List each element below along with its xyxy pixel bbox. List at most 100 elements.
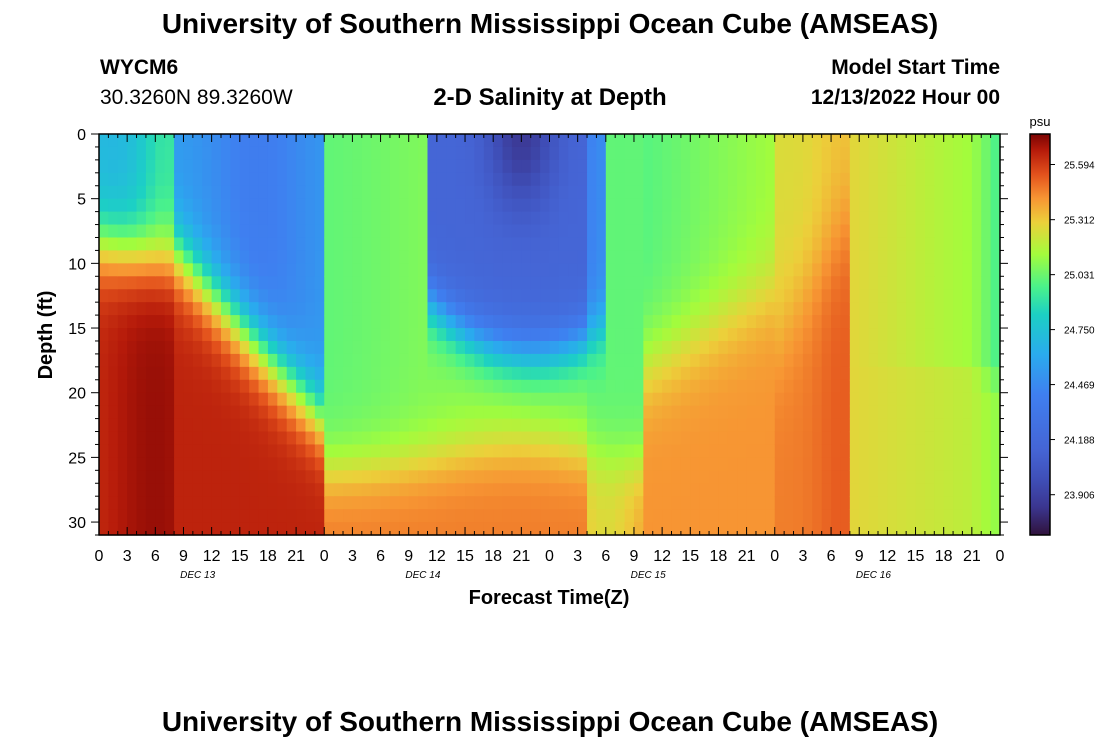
heatmap-cell bbox=[474, 315, 485, 329]
heatmap-cell bbox=[511, 185, 522, 200]
heatmap-cell bbox=[277, 483, 288, 497]
heatmap-cell bbox=[314, 134, 325, 148]
heatmap-cell bbox=[962, 289, 973, 303]
heatmap-cell bbox=[587, 522, 598, 536]
heatmap-cell bbox=[352, 172, 363, 187]
heatmap-cell bbox=[990, 250, 1001, 264]
heatmap-cell bbox=[305, 444, 316, 458]
heatmap-cell bbox=[755, 328, 766, 342]
heatmap-cell bbox=[277, 211, 288, 226]
heatmap-cell bbox=[99, 470, 109, 484]
heatmap-cell bbox=[371, 470, 382, 484]
heatmap-cell bbox=[221, 366, 231, 381]
heatmap-cell bbox=[624, 185, 635, 200]
heatmap-cell bbox=[202, 483, 213, 497]
heatmap-cell bbox=[399, 392, 410, 407]
heatmap-cell bbox=[662, 276, 673, 290]
heatmap-cell bbox=[643, 250, 654, 264]
heatmap-cell bbox=[577, 146, 588, 161]
heatmap-cell bbox=[568, 379, 579, 394]
heatmap-cell bbox=[511, 379, 522, 394]
heatmap-cell bbox=[446, 172, 457, 187]
heatmap-cell bbox=[352, 392, 363, 407]
heatmap-cell bbox=[971, 392, 982, 407]
heatmap-cell bbox=[371, 172, 382, 187]
heatmap-cell bbox=[774, 418, 785, 433]
heatmap-cell bbox=[174, 457, 185, 471]
heatmap-cell bbox=[840, 392, 851, 407]
heatmap-cell bbox=[136, 328, 147, 342]
heatmap-cell bbox=[587, 366, 598, 381]
heatmap-cell bbox=[737, 328, 748, 342]
heatmap-cell bbox=[699, 237, 710, 252]
heatmap-cell bbox=[277, 379, 288, 394]
heatmap-cell bbox=[211, 237, 222, 252]
heatmap-cell bbox=[699, 224, 710, 239]
heatmap-cell bbox=[990, 315, 1001, 329]
heatmap-cell bbox=[192, 172, 203, 187]
heatmap-cell bbox=[258, 470, 269, 484]
heatmap-cell bbox=[577, 405, 588, 420]
heatmap-cell bbox=[981, 185, 992, 200]
heatmap-cell bbox=[333, 250, 344, 264]
heatmap-cell bbox=[305, 146, 316, 161]
heatmap-cell bbox=[605, 418, 616, 433]
heatmap-cell bbox=[305, 302, 316, 316]
heatmap-cell bbox=[511, 263, 522, 277]
heatmap-cell bbox=[784, 379, 795, 394]
heatmap-cell bbox=[784, 405, 795, 420]
heatmap-cell bbox=[314, 444, 325, 458]
heatmap-cell bbox=[709, 366, 720, 381]
heatmap-cell bbox=[530, 276, 541, 290]
heatmap-cell bbox=[305, 276, 316, 290]
heatmap-cell bbox=[962, 431, 973, 446]
heatmap-cell bbox=[474, 418, 485, 433]
heatmap-cell bbox=[296, 496, 307, 510]
heatmap-cell bbox=[136, 315, 147, 329]
heatmap-cell bbox=[164, 224, 175, 239]
heatmap-cell bbox=[324, 483, 335, 497]
heatmap-cell bbox=[493, 379, 504, 394]
heatmap-cell bbox=[258, 431, 269, 446]
heatmap-cell bbox=[239, 522, 250, 536]
heatmap-cell bbox=[990, 276, 1001, 290]
heatmap-cell bbox=[802, 392, 813, 407]
heatmap-cell bbox=[624, 315, 635, 329]
heatmap-cell bbox=[155, 302, 166, 316]
heatmap-cell bbox=[643, 483, 654, 497]
heatmap-cell bbox=[859, 418, 870, 433]
heatmap-cell bbox=[155, 431, 166, 446]
heatmap-cell bbox=[596, 509, 607, 523]
heatmap-cell bbox=[568, 340, 579, 355]
heatmap-cell bbox=[502, 418, 513, 433]
heatmap-cell bbox=[596, 211, 607, 226]
heatmap-cell bbox=[558, 172, 569, 187]
heatmap-cell bbox=[802, 457, 813, 471]
heatmap-cell bbox=[145, 198, 156, 213]
heatmap-cell bbox=[361, 496, 372, 510]
heatmap-cell bbox=[230, 522, 241, 536]
heatmap-cell bbox=[183, 211, 194, 226]
heatmap-cell bbox=[784, 522, 795, 536]
heatmap-cell bbox=[709, 224, 720, 239]
heatmap-cell bbox=[249, 509, 260, 523]
heatmap-cell bbox=[145, 159, 156, 174]
heatmap-cell bbox=[465, 276, 476, 290]
heatmap-cell bbox=[521, 509, 532, 523]
heatmap-cell bbox=[418, 159, 429, 174]
heatmap-cell bbox=[887, 146, 898, 161]
heatmap-cell bbox=[877, 185, 888, 200]
heatmap-cell bbox=[305, 340, 316, 355]
heatmap-cell bbox=[267, 237, 278, 252]
heatmap-cell bbox=[183, 159, 194, 174]
heatmap-cell bbox=[577, 250, 588, 264]
heatmap-cell bbox=[389, 340, 400, 355]
heatmap-cell bbox=[239, 405, 250, 420]
heatmap-cell bbox=[361, 250, 372, 264]
heatmap-cell bbox=[202, 237, 213, 252]
heatmap-cell bbox=[727, 392, 738, 407]
heatmap-cell bbox=[981, 340, 992, 355]
heatmap-cell bbox=[896, 405, 907, 420]
heatmap-cell bbox=[943, 509, 954, 523]
heatmap-cell bbox=[314, 289, 325, 303]
